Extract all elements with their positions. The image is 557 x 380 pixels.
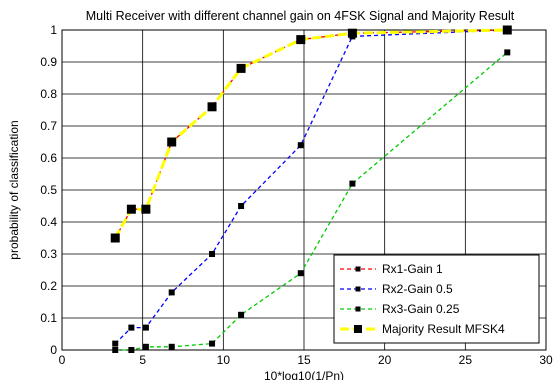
axes-frame (61, 29, 547, 351)
series-line-3 (115, 51, 508, 351)
data-point (112, 340, 119, 347)
legend-label: Rx3-Gain 0.25 (382, 302, 460, 316)
legend: Rx1-Gain 1 Rx2-Gain 0.5 Rx3-Gain 0.25 Major… (333, 254, 540, 344)
data-point (168, 289, 175, 296)
legend-marker (355, 286, 361, 292)
data-point (110, 233, 120, 243)
data-point (502, 25, 512, 35)
data-point (167, 137, 177, 147)
series-line-1 (114, 29, 508, 239)
y-tick-label: 0.5 (40, 183, 57, 197)
data-point (349, 180, 356, 187)
data-point (297, 142, 304, 149)
y-tick-label: 0.4 (40, 215, 57, 229)
data-point (238, 311, 245, 318)
legend-label: Majority Result MFSK4 (382, 322, 505, 336)
data-point (142, 343, 149, 350)
data-point (347, 28, 357, 38)
y-tick-label: 0.1 (40, 311, 57, 325)
x-tick-label: 10 (217, 353, 231, 367)
data-point (168, 343, 175, 350)
y-tick-label: 1 (50, 23, 57, 37)
legend-label: Rx2-Gain 0.5 (382, 282, 453, 296)
data-point (126, 204, 136, 214)
data-point (504, 49, 511, 56)
y-tick-label: 0.9 (40, 55, 57, 69)
data-point (141, 204, 151, 214)
data-point (112, 347, 119, 353)
data-point (128, 324, 135, 331)
chart-title: Multi Receiver with different channel ga… (86, 9, 515, 23)
x-tick-label: 20 (378, 353, 392, 367)
y-tick-label: 0.3 (40, 247, 57, 261)
y-axis-label: probability of classification (7, 120, 21, 259)
x-tick-label: 0 (59, 353, 66, 367)
x-tick-label: 15 (297, 353, 311, 367)
data-point (296, 35, 306, 45)
legend-marker (355, 266, 361, 272)
y-tick-label: 0 (50, 343, 57, 357)
y-tick-label: 0.2 (40, 279, 57, 293)
data-point (207, 102, 217, 112)
x-tick-label: 30 (539, 353, 553, 367)
x-tick-label: 25 (459, 353, 473, 367)
legend-marker (354, 325, 362, 333)
x-tick-label: 5 (139, 353, 146, 367)
data-point (236, 63, 246, 73)
data-point (238, 203, 245, 209)
y-tick-label: 0.6 (40, 151, 57, 165)
x-axis-label: 10*log10(1/Pn) (264, 369, 344, 380)
data-point (209, 340, 216, 347)
data-point (128, 347, 135, 353)
data-point (142, 324, 149, 331)
data-point (297, 270, 304, 277)
y-tick-label: 0.8 (40, 87, 57, 101)
y-tick-label: 0.7 (40, 119, 57, 133)
legend-label: Rx1-Gain 1 (382, 262, 443, 276)
legend-marker (355, 306, 361, 312)
data-point (209, 251, 216, 257)
plot-area: 0 5 10 15 20 25 30 0 0.1 0.2 0.3 0.4 0.5 0.6 0.7 0.8 0.9… (40, 23, 553, 367)
